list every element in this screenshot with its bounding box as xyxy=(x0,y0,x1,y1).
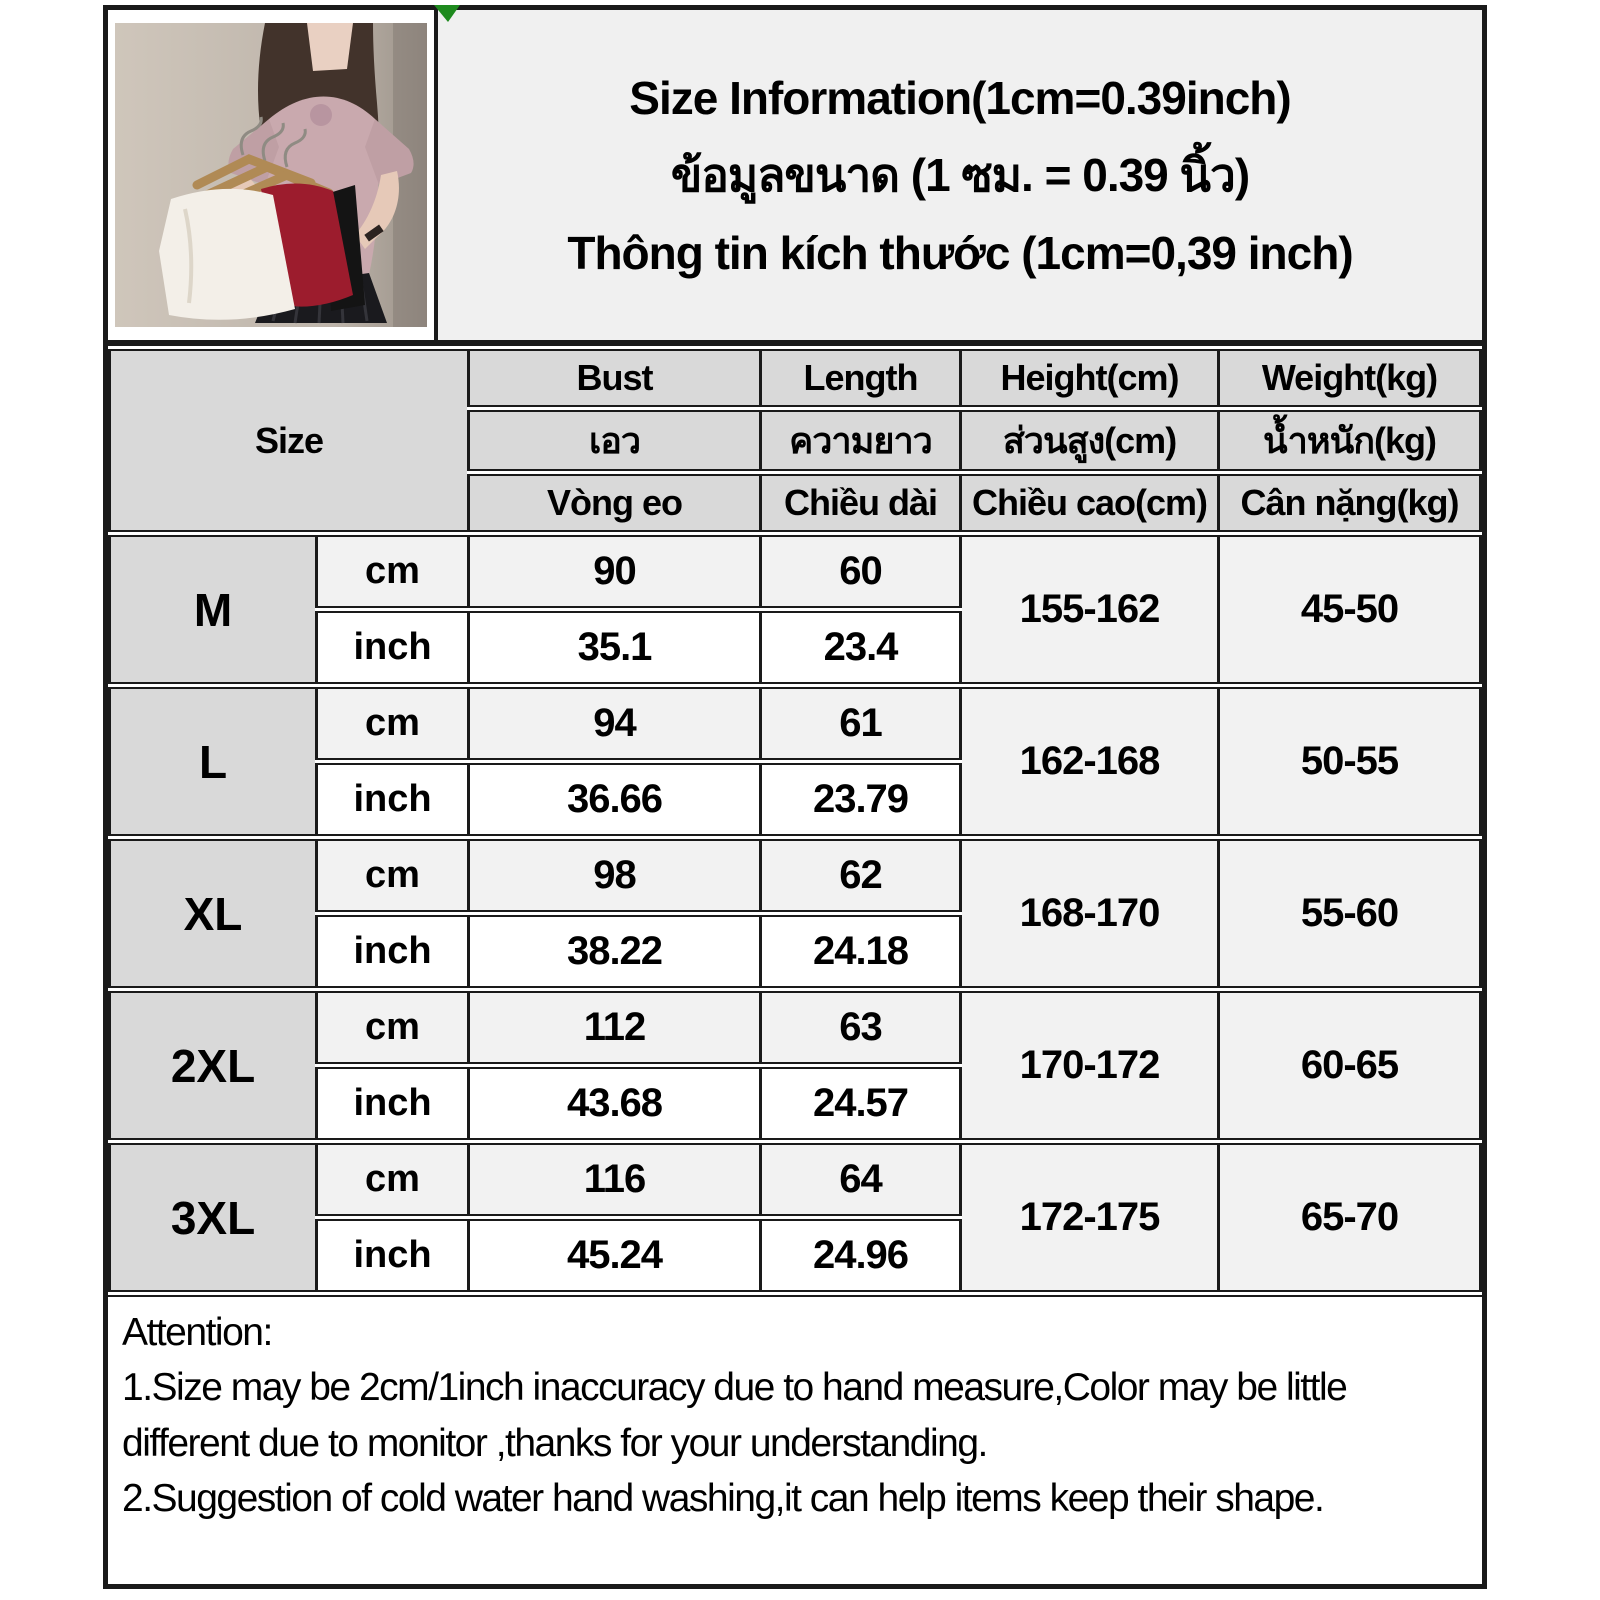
table-row: 2XL cm 112 63 170-172 60-65 xyxy=(108,986,1482,1145)
header-row-vietnamese: Vòng eo Chiều dài Chiều cao(cm) Cân nặng… xyxy=(110,469,1482,537)
unit-cm: cm xyxy=(314,682,471,765)
product-photo-cell xyxy=(108,10,438,340)
col-bust-en: Bust xyxy=(467,344,763,412)
bust-inch: 43.68 xyxy=(467,1062,763,1145)
col-length-th: ความยาว xyxy=(759,405,963,476)
col-height-en: Height(cm) xyxy=(959,344,1221,412)
size-label: L xyxy=(108,682,318,841)
length-cm: 64 xyxy=(759,1138,963,1221)
title-vietnamese: Thông tin kích thước (1cm=0,39 inch) xyxy=(567,226,1353,279)
col-weight-en: Weight(kg) xyxy=(1217,344,1482,412)
bust-cm: 90 xyxy=(467,530,763,613)
table-row: inch 38.22 24.18 xyxy=(110,910,1481,993)
height-range: 162-168 xyxy=(959,682,1221,841)
header-section: Size Information(1cm=0.39inch) ข้อมูลขนา… xyxy=(108,10,1482,344)
table-row: 3XL cm 116 64 172-175 65-70 xyxy=(108,1138,1482,1297)
bust-cm: 112 xyxy=(467,986,763,1069)
length-inch: 23.4 xyxy=(759,606,963,689)
length-cm: 60 xyxy=(759,530,963,613)
product-photo xyxy=(115,23,427,327)
unit-cm: cm xyxy=(314,986,471,1069)
green-corner-flag-icon xyxy=(434,5,460,22)
unit-cm: cm xyxy=(314,530,471,613)
title-english: Size Information(1cm=0.39inch) xyxy=(629,71,1291,124)
table-row: inch 45.24 24.96 xyxy=(110,1214,1481,1297)
col-bust-vi: Vòng eo xyxy=(467,469,763,537)
bust-inch: 38.22 xyxy=(467,910,763,993)
size-label: M xyxy=(108,530,318,689)
length-cm: 62 xyxy=(759,834,963,917)
bust-cm: 98 xyxy=(467,834,763,917)
blouse-right-sleeve xyxy=(365,119,414,185)
unit-inch: inch xyxy=(314,910,471,993)
header-row-english: Size Bust Length Height(cm) Weight(kg) xyxy=(107,344,1482,537)
unit-inch: inch xyxy=(314,1214,471,1297)
col-bust-th: เอว xyxy=(467,405,763,476)
unit-cm: cm xyxy=(314,834,471,917)
length-cm: 63 xyxy=(759,986,963,1069)
model-right-arm xyxy=(355,171,399,249)
size-label: 3XL xyxy=(108,1138,318,1297)
weight-range: 45-50 xyxy=(1217,530,1482,689)
wristwatch xyxy=(364,224,384,242)
col-length-en: Length xyxy=(759,344,963,412)
table-row: XL cm 98 62 168-170 55-60 xyxy=(108,834,1482,993)
weight-range: 55-60 xyxy=(1217,834,1482,993)
length-inch: 24.96 xyxy=(759,1214,963,1297)
white-shirt-fold xyxy=(183,208,194,304)
table-row: inch 36.66 23.79 xyxy=(110,758,1481,841)
height-range: 170-172 xyxy=(959,986,1221,1145)
table-row: inch 43.68 24.57 xyxy=(110,1062,1481,1145)
bust-cm: 116 xyxy=(467,1138,763,1221)
col-weight-th: น้ำหนัก(kg) xyxy=(1217,405,1482,476)
col-weight-vi: Cân nặng(kg) xyxy=(1217,469,1482,537)
weight-range: 50-55 xyxy=(1217,682,1482,841)
height-range: 155-162 xyxy=(959,530,1221,689)
length-inch: 23.79 xyxy=(759,758,963,841)
col-length-vi: Chiều dài xyxy=(759,469,963,537)
attention-note: 2.Suggestion of cold water hand washing,… xyxy=(122,1477,1325,1521)
length-cm: 61 xyxy=(759,682,963,765)
title-thai: ข้อมูลขนาด (1 ซม. = 0.39 นิ้ว) xyxy=(670,148,1250,201)
size-label: 2XL xyxy=(108,986,318,1145)
table-row: M cm 90 60 155-162 45-50 xyxy=(108,530,1482,689)
bust-inch: 36.66 xyxy=(467,758,763,841)
size-label: XL xyxy=(108,834,318,993)
attention-heading: Attention: xyxy=(122,1311,273,1354)
bust-inch: 45.24 xyxy=(467,1214,763,1297)
weight-range: 65-70 xyxy=(1217,1138,1482,1297)
size-header-cell: Size xyxy=(107,344,471,537)
col-height-th: ส่วนสูง(cm) xyxy=(959,405,1221,476)
header-row-thai: เอว ความยาว ส่วนสูง(cm) น้ำหนัก(kg) xyxy=(110,405,1482,476)
height-range: 168-170 xyxy=(959,834,1221,993)
blouse-twist-knot xyxy=(310,104,332,126)
attention-note: 1.Size may be 2cm/1inch inaccuracy due t… xyxy=(122,1366,1348,1465)
bust-cm: 94 xyxy=(467,682,763,765)
white-shirt xyxy=(159,188,295,320)
size-table: Size Bust Length Height(cm) Weight(kg) เ… xyxy=(107,344,1482,1297)
hanger-hooks xyxy=(239,116,307,168)
title-block: Size Information(1cm=0.39inch) ข้อมูลขนา… xyxy=(438,10,1482,340)
attention-section: Attention: 1.Size may be 2cm/1inch inacc… xyxy=(108,1297,1482,1527)
unit-inch: inch xyxy=(314,1062,471,1145)
model-neck xyxy=(307,23,353,71)
bust-inch: 35.1 xyxy=(467,606,763,689)
col-height-vi: Chiều cao(cm) xyxy=(959,469,1221,537)
length-inch: 24.18 xyxy=(759,910,963,993)
table-row: L cm 94 61 162-168 50-55 xyxy=(108,682,1482,841)
length-inch: 24.57 xyxy=(759,1062,963,1145)
size-chart-panel: Size Information(1cm=0.39inch) ข้อมูลขนา… xyxy=(103,5,1487,1589)
unit-inch: inch xyxy=(314,606,471,689)
height-range: 172-175 xyxy=(959,1138,1221,1297)
unit-inch: inch xyxy=(314,758,471,841)
unit-cm: cm xyxy=(314,1138,471,1221)
table-row: inch 35.1 23.4 xyxy=(110,606,1481,689)
weight-range: 60-65 xyxy=(1217,986,1482,1145)
